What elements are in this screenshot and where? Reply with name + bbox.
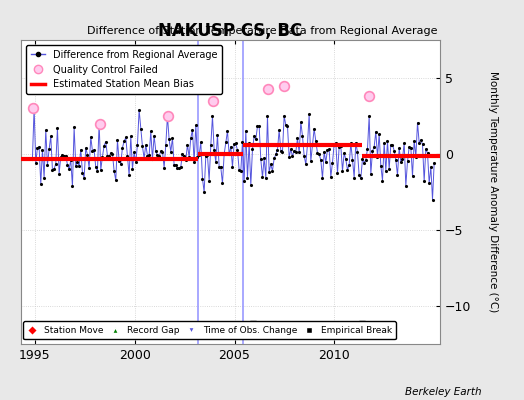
Title: NAKUSP CS, BC: NAKUSP CS, BC [158,22,303,40]
Text: Berkeley Earth: Berkeley Earth [406,387,482,397]
Text: Difference of Station Temperature Data from Regional Average: Difference of Station Temperature Data f… [87,26,437,36]
Y-axis label: Monthly Temperature Anomaly Difference (°C): Monthly Temperature Anomaly Difference (… [488,71,498,313]
Legend: Station Move, Record Gap, Time of Obs. Change, Empirical Break: Station Move, Record Gap, Time of Obs. C… [23,322,396,340]
